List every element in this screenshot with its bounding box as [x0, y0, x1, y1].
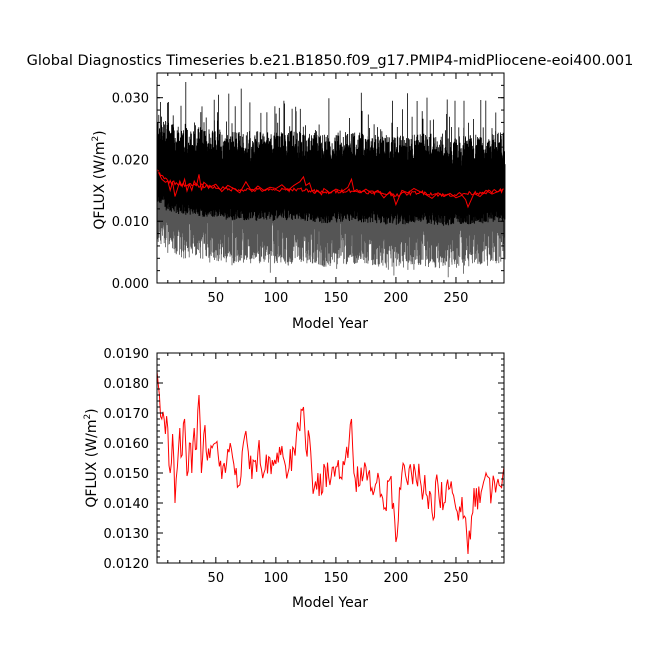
y-tick-label: 0.0160 [104, 437, 150, 452]
chart-panel-top: 50 100 150 200 250 0.000 0.010 0.020 0.030 Mode… [91, 72, 506, 332]
x-tick-label: 50 [208, 291, 225, 306]
x-tick-label: 150 [323, 571, 348, 586]
axis-ticks-bottom [157, 352, 505, 564]
x-tick-label: 200 [384, 291, 409, 306]
y-tick-label: 0.0150 [104, 467, 150, 482]
x-tick-label: 100 [263, 291, 288, 306]
y-tick-label: 0.0170 [104, 407, 150, 422]
x-tick-labels-bottom: 50 100 150 200 250 [208, 571, 469, 586]
series-annual-mean-bottom [156, 370, 505, 555]
y-tick-label: 0.0180 [104, 377, 150, 392]
y-axis-label-bottom: QFLUX (W/m2) [83, 408, 100, 507]
y-tick-labels-top: 0.000 0.010 0.020 0.030 [112, 92, 149, 292]
chart-panel-bottom: 50 100 150 200 250 0.01200.01300.01400.01500… [83, 347, 505, 611]
x-axis-label-top: Model Year [292, 316, 368, 332]
y-tick-label: 0.0130 [104, 527, 150, 542]
x-tick-label: 200 [384, 571, 409, 586]
plot-frame-top [156, 72, 505, 284]
y-tick-label: 0.000 [112, 277, 149, 292]
axis-ticks-top [157, 72, 505, 284]
plot-area-top [156, 82, 506, 278]
y-tick-label: 0.0190 [104, 347, 150, 362]
x-tick-label: 50 [208, 571, 225, 586]
x-tick-label: 150 [323, 291, 348, 306]
y-tick-label: 0.030 [112, 92, 149, 107]
x-tick-label: 250 [444, 571, 469, 586]
plot-frame-bottom [156, 352, 505, 564]
series-annual-mean [156, 169, 505, 209]
x-tick-label: 100 [263, 571, 288, 586]
plot-area-bottom [156, 370, 505, 555]
y-tick-labels-bottom: 0.0120 0.0130 0.0140 0.0150 0.0160 0.0170 0.01… [104, 347, 150, 572]
y-axis-label-top: QFLUX (W/m2) [91, 130, 108, 229]
x-tick-label: 250 [444, 291, 469, 306]
y-tick-label: 0.010 [112, 215, 149, 230]
figure-title: Global Diagnostics Timeseries b.e21.B185… [27, 53, 634, 69]
y-tick-label: 0.0120 [104, 557, 150, 572]
y-tick-label: 0.020 [112, 153, 149, 168]
x-axis-label-bottom: Model Year [292, 595, 368, 611]
y-tick-label: 0.0140 [104, 497, 150, 512]
x-tick-labels-top: 50 100 150 200 250 [208, 291, 469, 306]
